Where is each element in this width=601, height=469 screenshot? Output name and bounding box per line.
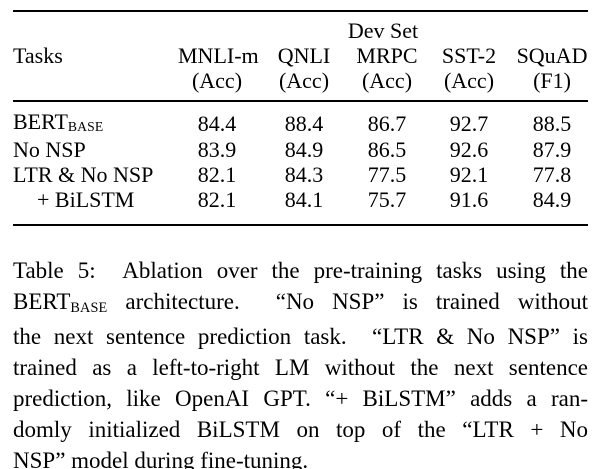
column-header-sst2: SST-2 — [441, 43, 497, 68]
column-header-mrpc: MRPC — [356, 43, 418, 68]
table-row-no-nsp: No NSP 83.9 84.9 86.5 92.6 87.9 — [13, 137, 588, 162]
metric-value: 92.7 — [449, 110, 489, 136]
column-header-qnli: QNLI — [277, 43, 331, 68]
metric-value: 87.9 — [532, 137, 572, 162]
column-header-squad: SQuAD — [516, 43, 588, 68]
row-label: BERTBASE — [13, 101, 178, 137]
caption-line-2-rest: architecture. “No NSP” is trained withou… — [107, 289, 588, 314]
metric-value: 88.5 — [532, 110, 572, 136]
empty-cell — [13, 68, 178, 102]
caption-line-1: Table 5: Ablation over the pre-training … — [13, 258, 588, 283]
metric-value: 84.3 — [284, 162, 324, 187]
row-label: No NSP — [13, 137, 86, 162]
caption-bert-text: BERT — [13, 289, 71, 314]
table-row-bilstm: + BiLSTM 82.1 84.1 75.7 91.6 84.9 — [13, 187, 588, 225]
metric-header-row: (Acc) (Acc) (Acc) (Acc) (F1) — [13, 68, 589, 102]
table-row-ltr-no-nsp: LTR & No NSP 82.1 84.3 77.5 92.1 77.8 — [13, 162, 588, 187]
metric-value: 83.9 — [197, 137, 237, 162]
metric-value: 92.6 — [449, 137, 489, 162]
column-header-mnli-m: MNLI-m — [178, 43, 259, 68]
table-row-bert-base: BERTBASE 84.4 88.4 86.7 92.7 88.5 — [13, 101, 588, 137]
metric-value: 84.1 — [284, 187, 324, 212]
metric-value: 82.1 — [197, 187, 237, 212]
caption-line-5: prediction, like OpenAI GPT. “+ BiLSTM” … — [13, 386, 588, 411]
row-label: + BiLSTM — [37, 187, 135, 212]
metric-value: 75.7 — [367, 187, 407, 212]
row-label-main: BERT — [13, 109, 68, 134]
metric-value: 86.5 — [367, 137, 407, 162]
metric-qnli: (Acc) — [256, 68, 352, 102]
metric-value: 92.1 — [449, 162, 489, 187]
empty-cell — [13, 11, 178, 43]
metric-sst2: (Acc) — [422, 68, 516, 102]
column-header-tasks: Tasks — [13, 43, 63, 68]
metric-value: 84.4 — [197, 110, 237, 136]
table-figure: Dev Set Tasks MNLI-m QNLI MRPC SST-2 SQu… — [13, 10, 589, 469]
row-label-subscript: BASE — [67, 119, 104, 135]
metric-value: 77.8 — [532, 162, 572, 187]
caption-base-subscript: BASE — [70, 299, 108, 316]
caption-line-7: NSP” model during fine-tuning. — [13, 448, 309, 469]
metric-squad: (F1) — [516, 68, 589, 102]
metric-mnli-m: (Acc) — [178, 68, 256, 102]
metric-value: 82.1 — [197, 162, 237, 187]
group-header-devset: Dev Set — [347, 18, 419, 43]
table-caption: Table 5: Ablation over the pre-training … — [13, 255, 588, 469]
metric-value: 91.6 — [449, 187, 489, 212]
metric-value: 77.5 — [367, 162, 407, 187]
column-header-row: Tasks MNLI-m QNLI MRPC SST-2 SQuAD — [13, 43, 588, 68]
row-label: LTR & No NSP — [13, 162, 154, 187]
caption-line-3: the next sentence prediction task. “LTR … — [13, 324, 588, 349]
caption-line-4: trained as a left-to-right LM without th… — [13, 355, 588, 380]
metric-value: 84.9 — [284, 137, 324, 162]
metric-mrpc: (Acc) — [352, 68, 422, 102]
caption-line-6: domly initialized BiLSTM on top of the “… — [13, 417, 588, 442]
metric-value: 86.7 — [367, 110, 407, 136]
metric-value: 84.9 — [532, 187, 572, 212]
metric-value: 88.4 — [284, 110, 324, 136]
caption-line-2: BERTBASE architecture. “No NSP” is train… — [13, 286, 588, 321]
ablation-results-table: Dev Set Tasks MNLI-m QNLI MRPC SST-2 SQu… — [13, 10, 589, 226]
group-header-row: Dev Set — [13, 11, 588, 43]
